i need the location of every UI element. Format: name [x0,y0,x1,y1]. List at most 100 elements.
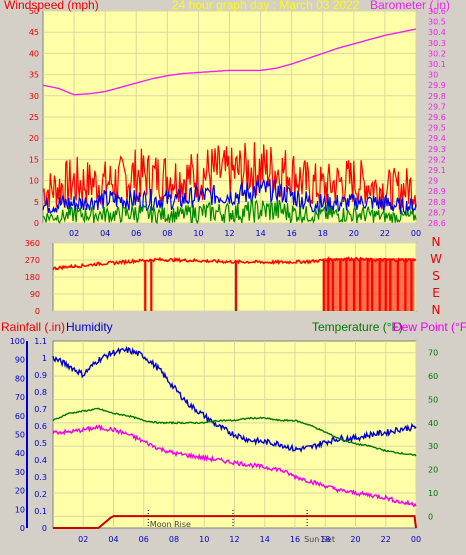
x-tick: 04 [108,535,118,544]
temp-x-ticks: 02 04 06 08 10 12 14 16 18 20 22 00 [78,535,421,544]
astro-annotations: Moon Rise Sun Set [147,510,335,544]
barometer-tick: 30.6 [428,7,446,16]
x-tick: 04 [100,229,110,238]
rainfall-tick: 0.1 [34,507,47,516]
dewpoint-axis-label: Dew Point (°F) [393,320,466,334]
windspeed-tick: 40 [29,49,39,58]
moon-rise-label: Moon Rise [150,520,191,529]
direction-tick: 0 [35,307,40,316]
direction-tick: 90 [30,290,40,299]
barometer-line [42,28,417,96]
barometer-tick: 29.7 [428,102,446,111]
windspeed-axis-label: Windspeed (mph) [4,0,99,12]
barometer-tick: 29.5 [428,124,446,133]
compass-label: S [432,269,440,283]
x-tick: 10 [199,535,209,544]
temperature-tick: 30 [428,442,438,451]
direction-tick: 360 [25,239,40,248]
temperature-tick: 0 [428,512,433,521]
temperature-tick: 40 [428,419,438,428]
humidity-tick: 70 [15,393,25,402]
temperature-tick: 70 [428,349,438,358]
x-tick: 02 [69,229,79,238]
barometer-tick: 29.3 [428,145,446,154]
barometer-tick: 28.9 [428,187,446,196]
sun-set-label: Sun Set [304,535,335,544]
barometer-tick: 28.7 [428,208,446,217]
barometer-tick: 30.2 [428,49,446,58]
wind-wind-line [42,179,417,217]
windspeed-tick: 35 [29,71,39,80]
windspeed-tick: 25 [29,113,39,122]
windspeed-tick: 5 [34,198,39,207]
x-tick: 22 [381,535,391,544]
direction-tick: 180 [25,273,40,282]
rainfall-line [53,515,417,529]
temperature-tick: 60 [428,372,438,381]
rainfall-tick: 0.2 [34,490,47,499]
wind-x-ticks: 02 04 06 08 10 12 14 16 18 20 22 00 [69,229,421,238]
humidity-tick: 50 [15,431,25,440]
barometer-tick: 30.3 [428,39,446,48]
barometer-tick: 30.5 [428,18,446,27]
x-tick: 12 [229,535,239,544]
windspeed-tick: 20 [29,134,39,143]
rainfall-axis-label: Rainfall (.in) [1,320,65,334]
rainfall-tick: 0.4 [34,456,47,465]
direction-tick: 270 [25,256,40,265]
x-tick: 00 [411,535,421,544]
compass-label: W [430,252,442,266]
rainfall-tick: 1.1 [34,337,47,346]
rainfall-tick: 0 [42,524,47,533]
x-tick: 18 [320,535,330,544]
x-tick: 06 [139,535,149,544]
compass-label: E [432,286,440,300]
barometer-tick: 28.8 [428,198,446,207]
rainfall-tick: 0.3 [34,473,47,482]
x-tick: 10 [193,229,203,238]
barometer-tick: 28.6 [428,219,446,228]
direction-series [52,255,417,311]
x-tick: 18 [318,229,328,238]
x-tick: 22 [380,229,390,238]
barometer-tick: 29.2 [428,155,446,164]
humidity-tick: 0 [20,524,25,533]
temperature-tick: 10 [428,489,438,498]
x-tick: 14 [255,229,265,238]
temp-series [52,345,417,529]
humidity-tick: 100 [10,337,25,346]
x-tick: 08 [169,535,179,544]
humidity-tick: 30 [15,468,25,477]
wind-average-line [42,197,417,225]
direction-dense-area [323,258,415,311]
temperature-tick: 20 [428,466,438,475]
barometer-tick: 29 [428,177,438,186]
x-tick: 14 [260,535,270,544]
barometer-tick: 29.4 [428,134,446,143]
rainfall-tick: 0.8 [34,388,47,397]
humidity-tick: 20 [15,487,25,496]
x-tick: 08 [162,229,172,238]
direction-axis-ticks: 0 90 180 270 360 [25,239,40,316]
windspeed-tick: 50 [29,7,39,16]
barometer-axis-ticks: 28.6 28.728.8 28.929 29.1 29.229.3 29.429.5 29… [428,7,446,228]
wind-gust-line [42,142,417,211]
humidity-axis-label: Humidity [66,320,113,334]
compass-label: N [432,303,441,317]
rainfall-tick: 0.7 [34,405,47,414]
windspeed-tick: 10 [29,177,39,186]
humidity-tick: 90 [15,356,25,365]
barometer-tick: 29.6 [428,113,446,122]
windspeed-tick: 45 [29,28,39,37]
windspeed-tick: 15 [29,155,39,164]
humidity-tick: 60 [15,412,25,421]
humidity-line [52,345,417,453]
barometer-tick: 29.8 [428,92,446,101]
temperature-axis-ticks: 0 10 20 30 40 50 60 70 [428,349,438,522]
temperature-axis-label: Temperature (°F) [312,320,403,334]
rainfall-tick: 1 [42,354,47,363]
x-tick: 20 [350,535,360,544]
barometer-tick: 30.1 [428,60,446,69]
